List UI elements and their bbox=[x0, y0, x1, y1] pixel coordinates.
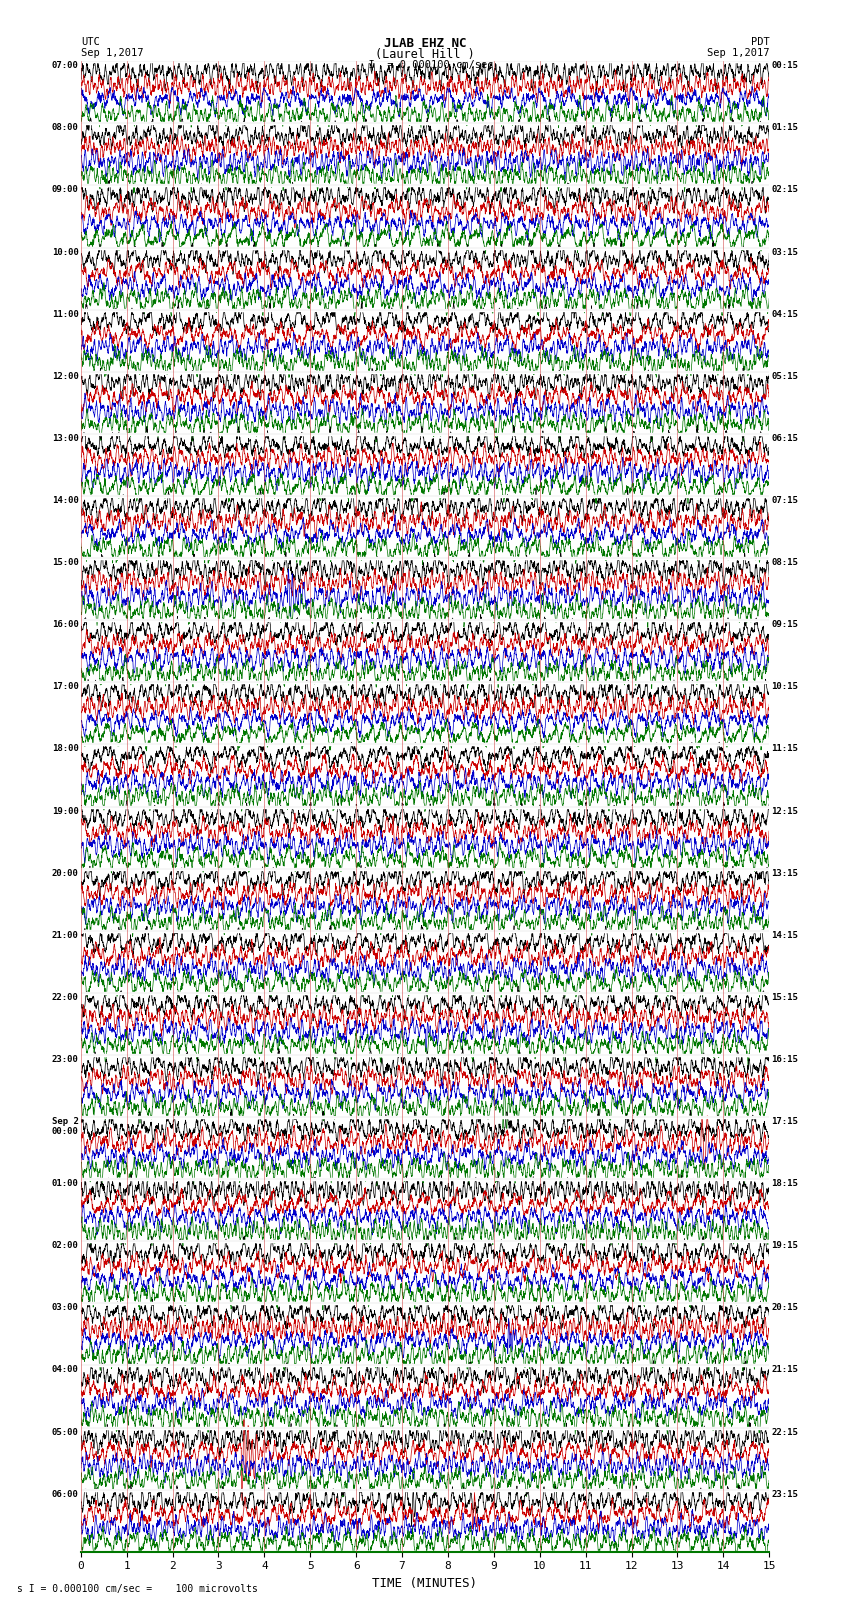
Text: 01:15: 01:15 bbox=[771, 124, 798, 132]
Text: 08:15: 08:15 bbox=[771, 558, 798, 568]
Text: Sep 1,2017: Sep 1,2017 bbox=[706, 48, 769, 58]
Text: 21:15: 21:15 bbox=[771, 1365, 798, 1374]
Text: 13:00: 13:00 bbox=[52, 434, 79, 444]
Text: 07:00: 07:00 bbox=[52, 61, 79, 71]
Text: 07:15: 07:15 bbox=[771, 497, 798, 505]
Text: 12:15: 12:15 bbox=[771, 806, 798, 816]
Text: 14:00: 14:00 bbox=[52, 497, 79, 505]
Text: 03:15: 03:15 bbox=[771, 248, 798, 256]
Text: JLAB EHZ NC: JLAB EHZ NC bbox=[383, 37, 467, 50]
Text: 06:15: 06:15 bbox=[771, 434, 798, 444]
Text: 18:00: 18:00 bbox=[52, 745, 79, 753]
Text: 19:15: 19:15 bbox=[771, 1242, 798, 1250]
Text: 02:15: 02:15 bbox=[771, 185, 798, 195]
Text: Sep 2
00:00: Sep 2 00:00 bbox=[52, 1118, 79, 1137]
Text: 05:00: 05:00 bbox=[52, 1428, 79, 1437]
Text: 03:00: 03:00 bbox=[52, 1303, 79, 1313]
Text: 16:00: 16:00 bbox=[52, 621, 79, 629]
Text: (Laurel Hill ): (Laurel Hill ) bbox=[375, 48, 475, 61]
Text: PDT: PDT bbox=[751, 37, 769, 47]
Text: 15:15: 15:15 bbox=[771, 994, 798, 1002]
Text: 17:15: 17:15 bbox=[771, 1118, 798, 1126]
Text: 10:00: 10:00 bbox=[52, 248, 79, 256]
Text: 17:00: 17:00 bbox=[52, 682, 79, 692]
Text: s I = 0.000100 cm/sec =    100 microvolts: s I = 0.000100 cm/sec = 100 microvolts bbox=[17, 1584, 258, 1594]
Text: I  = 0.000100 cm/sec: I = 0.000100 cm/sec bbox=[356, 60, 494, 69]
Text: 22:00: 22:00 bbox=[52, 994, 79, 1002]
X-axis label: TIME (MINUTES): TIME (MINUTES) bbox=[372, 1578, 478, 1590]
Text: 20:15: 20:15 bbox=[771, 1303, 798, 1313]
Text: 12:00: 12:00 bbox=[52, 373, 79, 381]
Text: 23:00: 23:00 bbox=[52, 1055, 79, 1065]
Text: 15:00: 15:00 bbox=[52, 558, 79, 568]
Text: 23:15: 23:15 bbox=[771, 1490, 798, 1498]
Text: 13:15: 13:15 bbox=[771, 869, 798, 877]
Text: 20:00: 20:00 bbox=[52, 869, 79, 877]
Text: 08:00: 08:00 bbox=[52, 124, 79, 132]
Text: 18:15: 18:15 bbox=[771, 1179, 798, 1189]
Text: 06:00: 06:00 bbox=[52, 1490, 79, 1498]
Text: UTC: UTC bbox=[81, 37, 99, 47]
Text: 16:15: 16:15 bbox=[771, 1055, 798, 1065]
Text: 01:00: 01:00 bbox=[52, 1179, 79, 1189]
Text: 19:00: 19:00 bbox=[52, 806, 79, 816]
Text: 22:15: 22:15 bbox=[771, 1428, 798, 1437]
Text: 14:15: 14:15 bbox=[771, 931, 798, 940]
Text: 04:15: 04:15 bbox=[771, 310, 798, 319]
Text: 04:00: 04:00 bbox=[52, 1365, 79, 1374]
Text: 02:00: 02:00 bbox=[52, 1242, 79, 1250]
Text: 00:15: 00:15 bbox=[771, 61, 798, 71]
Text: 09:00: 09:00 bbox=[52, 185, 79, 195]
Text: Sep 1,2017: Sep 1,2017 bbox=[81, 48, 144, 58]
Text: 10:15: 10:15 bbox=[771, 682, 798, 692]
Text: 05:15: 05:15 bbox=[771, 373, 798, 381]
Text: 11:00: 11:00 bbox=[52, 310, 79, 319]
Text: 09:15: 09:15 bbox=[771, 621, 798, 629]
Text: 11:15: 11:15 bbox=[771, 745, 798, 753]
Text: 21:00: 21:00 bbox=[52, 931, 79, 940]
